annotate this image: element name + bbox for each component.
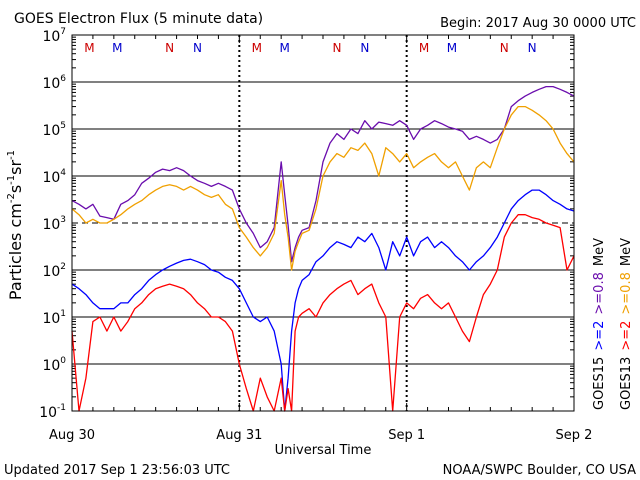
- x-tick-label: Aug 31: [216, 428, 262, 443]
- legend-goes13-satellite: GOES13: [619, 357, 634, 410]
- y-tick-exp: 3: [60, 215, 66, 225]
- day-marker: M: [419, 41, 429, 55]
- day-marker: M: [447, 41, 457, 55]
- y-axis-label-mid1: s: [6, 185, 25, 193]
- y-tick-label: 104: [42, 168, 66, 186]
- day-marker: M: [112, 41, 122, 55]
- y-axis-label-sup3: -1: [6, 150, 17, 160]
- y-tick-exp: 6: [60, 74, 66, 84]
- day-marker: N: [332, 41, 341, 55]
- y-tick-base: 10: [42, 358, 60, 374]
- day-marker: M: [279, 41, 289, 55]
- legend-goes13-label-a: >=2: [619, 321, 634, 351]
- x-axis-label: Universal Time: [275, 443, 372, 458]
- y-tick-base: 10: [42, 76, 60, 92]
- y-tick-base: 10: [42, 123, 60, 139]
- x-tick-label: Aug 30: [49, 428, 95, 443]
- y-tick-base: 10: [42, 29, 60, 45]
- y-tick-label: 107: [42, 27, 66, 45]
- day-marker: M: [252, 41, 262, 55]
- legend: GOES15 >=2 >=0.8 MeV GOES13 >=2 >=0.8 MeV: [592, 238, 634, 410]
- legend-goes15-satellite: GOES15: [592, 357, 607, 410]
- day-marker: N: [528, 41, 537, 55]
- y-tick-base: 10: [42, 217, 60, 233]
- legend-goes15-label-a: >=2: [592, 321, 607, 351]
- y-tick-base: 10: [42, 311, 60, 327]
- y-axis-label: Particles cm-2s-1sr-1: [6, 150, 25, 300]
- series-layer: [71, 85, 575, 412]
- updated-timestamp: Updated 2017 Sep 1 23:56:03 UTC: [4, 463, 230, 478]
- y-tick-base: 10: [39, 405, 57, 421]
- y-tick-base: 10: [42, 170, 60, 186]
- day-marker: N: [193, 41, 202, 55]
- y-tick-label: 102: [42, 262, 66, 280]
- series-line-2: [71, 189, 575, 412]
- legend-goes15-row: GOES15 >=2 >=0.8 MeV: [592, 238, 607, 410]
- x-tick-labels: Aug 30 Aug 31 Sep 1 Sep 2: [49, 428, 592, 443]
- legend-goes13-label-b: >=0.8: [619, 272, 634, 314]
- y-tick-label: 100: [42, 356, 66, 374]
- y-tick-exp: 1: [60, 309, 66, 319]
- day-marker: N: [500, 41, 509, 55]
- x-tick-label: Sep 2: [556, 428, 593, 443]
- legend-goes13-unit: MeV: [619, 238, 634, 266]
- y-tick-exp: 7: [60, 27, 66, 37]
- series-line-1: [71, 105, 575, 271]
- y-tick-label: 103: [42, 215, 66, 233]
- y-axis-label-sup2: -1: [6, 175, 17, 185]
- chart-title: GOES Electron Flux (5 minute data): [14, 11, 263, 27]
- y-tick-exp: 0: [60, 356, 66, 366]
- day-marker: N: [165, 41, 174, 55]
- legend-goes15-label-b: >=0.8: [592, 272, 607, 314]
- y-tick-base: 10: [42, 264, 60, 280]
- legend-goes13-row: GOES13 >=2 >=0.8 MeV: [619, 238, 634, 410]
- plot-frame: [71, 34, 575, 412]
- y-tick-label: 10-1: [39, 403, 66, 421]
- y-tick-label: 101: [42, 309, 66, 327]
- x-tick-label: Sep 1: [388, 428, 425, 443]
- series-line-0: [71, 85, 575, 263]
- grid-layer: [72, 35, 574, 411]
- day-marker: M: [84, 41, 94, 55]
- y-axis-label-mid2: sr: [6, 160, 25, 175]
- y-axis-label-sup1: -2: [6, 193, 17, 203]
- y-tick-exp: 5: [60, 121, 66, 131]
- y-tick-exp: 2: [60, 262, 66, 272]
- y-tick-label: 105: [42, 121, 66, 139]
- y-tick-exp: -1: [57, 403, 66, 413]
- begin-label: Begin: 2017 Aug 30 0000 UTC: [440, 16, 636, 31]
- legend-goes15-unit: MeV: [592, 238, 607, 266]
- series-line-3: [71, 214, 575, 412]
- y-tick-exp: 4: [60, 168, 66, 178]
- credit-label: NOAA/SWPC Boulder, CO USA: [443, 463, 636, 478]
- y-tick-label: 106: [42, 74, 66, 92]
- y-axis-label-main: Particles cm: [6, 203, 25, 300]
- day-marker: N: [360, 41, 369, 55]
